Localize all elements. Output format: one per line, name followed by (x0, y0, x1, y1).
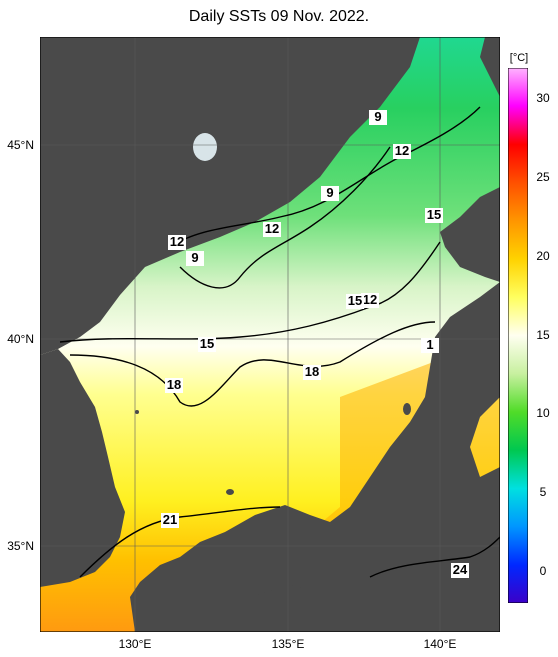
colorbar-tick-label: 10 (536, 406, 550, 421)
lon-label-135: 135°E (271, 637, 305, 651)
hokkaido (440, 187, 500, 282)
contour-label: 21 (163, 512, 177, 527)
isotherm-21 (79, 506, 281, 578)
contour-label: 9 (326, 185, 333, 200)
ulleungdo (135, 410, 139, 414)
isotherm-9 (179, 146, 391, 289)
contour-label: 12 (170, 234, 184, 249)
isotherm-24 (369, 536, 500, 578)
contour-label: 9 (191, 250, 198, 265)
contour-label: 12 (265, 221, 279, 236)
contour-label: 12 (395, 143, 409, 158)
map-title: Daily SSTs 09 Nov. 2022. (188, 8, 370, 25)
colorbar (508, 68, 528, 603)
contour-label: 15 (200, 336, 214, 351)
sado-island (403, 403, 411, 415)
colorbar-tick-label: 15 (536, 327, 550, 342)
khanka-lake (193, 133, 217, 161)
colorbar-tick-label: 5 (539, 484, 547, 499)
lat-label-45: 45°N (7, 138, 34, 152)
contour-label: 15 (348, 293, 362, 308)
contour-label: 12 (363, 292, 377, 307)
isotherms (59, 106, 500, 578)
colorbar-tick-label: 0 (539, 563, 547, 578)
colorbar-tick-label: 20 (536, 248, 550, 263)
lon-label-130: 130°E (118, 637, 152, 651)
isotherm-15 (59, 241, 441, 343)
lat-label-40: 40°N (7, 332, 34, 346)
contour-label: 1 (426, 337, 433, 352)
lat-lon-grid (40, 37, 500, 632)
oki-island (226, 489, 234, 495)
contour-label: 24 (453, 562, 468, 577)
lon-label-140: 140°E (423, 637, 457, 651)
shikoku (250, 585, 320, 617)
contour-label: 18 (305, 364, 319, 379)
honshu (130, 282, 500, 632)
isotherm-18 (69, 321, 436, 407)
contour-label: 18 (167, 377, 181, 392)
contour-label: 9 (374, 109, 381, 124)
lat-label-35: 35°N (7, 539, 34, 553)
contour-label: 15 (427, 207, 441, 222)
colorbar-tick-label: 30 (536, 91, 550, 106)
isotherm-12 (169, 106, 481, 248)
colorbar-tick-label: 25 (536, 170, 550, 185)
sakhalin (480, 37, 500, 97)
colorbar-unit: [°C] (509, 52, 529, 64)
korean-peninsula (40, 349, 125, 587)
